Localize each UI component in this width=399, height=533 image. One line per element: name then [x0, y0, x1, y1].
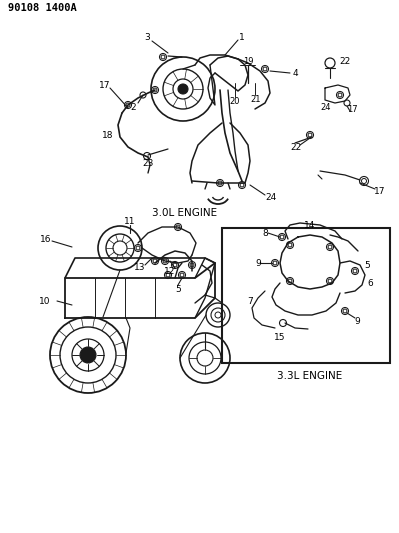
Text: 17: 17	[374, 188, 386, 197]
Text: 8: 8	[262, 229, 268, 238]
Text: 7: 7	[247, 296, 253, 305]
Text: 14: 14	[304, 221, 316, 230]
Text: 22: 22	[290, 143, 302, 152]
Text: 20: 20	[230, 96, 240, 106]
Text: 13: 13	[134, 263, 146, 272]
Circle shape	[80, 347, 96, 363]
Text: 18: 18	[102, 132, 114, 141]
Text: 15: 15	[274, 334, 286, 343]
Text: 17: 17	[99, 80, 111, 90]
Circle shape	[178, 84, 188, 94]
Text: 3.0L ENGINE: 3.0L ENGINE	[152, 208, 217, 218]
Text: 9: 9	[255, 259, 261, 268]
Text: 9: 9	[354, 317, 360, 326]
Text: 90108 1400A: 90108 1400A	[8, 3, 77, 13]
Text: 24: 24	[265, 193, 277, 203]
Bar	[222, 228, 390, 363]
Text: 19: 19	[243, 56, 253, 66]
Text: 22: 22	[340, 56, 351, 66]
Text: 24: 24	[321, 102, 331, 111]
Text: 1: 1	[239, 33, 245, 42]
Text: 3.3L ENGINE: 3.3L ENGINE	[277, 371, 343, 381]
Text: 11: 11	[124, 216, 136, 225]
Text: 2: 2	[130, 102, 136, 111]
Text: 4: 4	[292, 69, 298, 77]
Text: 5: 5	[175, 285, 181, 294]
Text: 21: 21	[251, 94, 261, 103]
Text: 16: 16	[40, 236, 52, 245]
Text: 6: 6	[367, 279, 373, 287]
Text: 17: 17	[347, 104, 358, 114]
Text: 23: 23	[142, 158, 154, 167]
Text: 3: 3	[144, 34, 150, 43]
Text: 10: 10	[39, 296, 51, 305]
Text: 12: 12	[164, 266, 176, 276]
Text: 5: 5	[364, 261, 370, 270]
